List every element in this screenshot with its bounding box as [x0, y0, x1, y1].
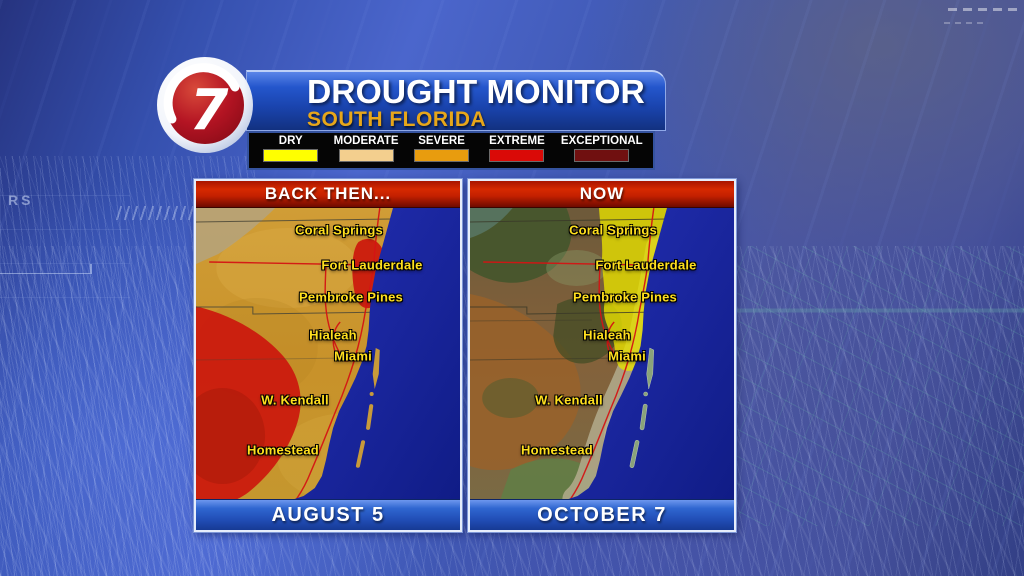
panel-now-date: OCTOBER 7	[470, 499, 734, 530]
page-title: DROUGHT MONITOR	[307, 73, 645, 110]
legend-item-extreme: EXTREME	[479, 134, 554, 167]
city-label-homestead: Homestead	[521, 442, 593, 458]
map-october-satellite: Coral Springs Fort Lauderdale Pembroke P…	[470, 208, 734, 499]
legend-swatch-extreme	[489, 149, 545, 162]
legend-item-severe: SEVERE	[404, 134, 479, 167]
page-subtitle: SOUTH FLORIDA	[307, 108, 487, 131]
map-august-drought: Coral Springs Fort Lauderdale Pembroke P…	[196, 208, 460, 499]
satellite-map-graphic	[470, 208, 734, 499]
legend-item-moderate: MODERATE	[328, 134, 403, 167]
channel-7-logo: 7	[155, 55, 255, 155]
background-dashes-top-right-2	[944, 22, 984, 24]
legend-item-dry: DRY	[253, 134, 328, 167]
city-label-miami: Miami	[334, 348, 372, 364]
background-rs-mark: RS	[8, 192, 34, 208]
panel-back-then: BACK THEN...	[194, 179, 462, 532]
city-label-fort-lauderdale: Fort Lauderdale	[321, 257, 423, 273]
city-label-hialeah: Hialeah	[583, 327, 631, 343]
legend-label: EXCEPTIONAL	[560, 135, 643, 147]
panel-now: NOW	[468, 179, 736, 532]
background-grid-topleft	[0, 168, 130, 298]
legend-label: SEVERE	[418, 135, 465, 147]
background-dashes-top-right	[948, 8, 1020, 11]
panel-back-then-header: BACK THEN...	[196, 181, 460, 208]
city-label-homestead: Homestead	[247, 442, 319, 458]
background-ruler-line	[0, 264, 92, 274]
legend-swatch-moderate	[338, 149, 394, 162]
city-label-hialeah: Hialeah	[309, 327, 357, 343]
legend-label: DRY	[278, 135, 303, 147]
panel-now-header: NOW	[470, 181, 734, 208]
legend-swatch-exceptional	[574, 149, 630, 162]
legend-swatch-severe	[414, 149, 470, 162]
legend-label: EXTREME	[489, 135, 545, 147]
channel-7-logo-icon: 7	[157, 57, 253, 153]
city-label-pembroke-pines: Pembroke Pines	[299, 289, 403, 305]
city-label-pembroke-pines: Pembroke Pines	[573, 289, 677, 305]
city-label-w-kendall: W. Kendall	[261, 392, 329, 408]
svg-text:7: 7	[190, 78, 229, 143]
drought-map-graphic	[196, 208, 460, 499]
drought-legend: DRY MODERATE SEVERE EXTREME EXCEPTIONAL	[247, 131, 655, 170]
background-teal-grid	[714, 246, 1024, 526]
background-hatch-marks	[115, 206, 199, 220]
legend-item-exceptional: EXCEPTIONAL	[555, 134, 649, 167]
city-label-coral-springs: Coral Springs	[569, 222, 657, 238]
title-bar: DROUGHT MONITOR SOUTH FLORIDA	[246, 70, 666, 131]
city-label-fort-lauderdale: Fort Lauderdale	[595, 257, 697, 273]
city-label-miami: Miami	[608, 348, 646, 364]
panel-back-then-date: AUGUST 5	[196, 499, 460, 530]
legend-label: MODERATE	[333, 135, 399, 147]
city-label-coral-springs: Coral Springs	[295, 222, 383, 238]
city-label-w-kendall: W. Kendall	[535, 392, 603, 408]
legend-swatch-dry	[263, 149, 319, 162]
